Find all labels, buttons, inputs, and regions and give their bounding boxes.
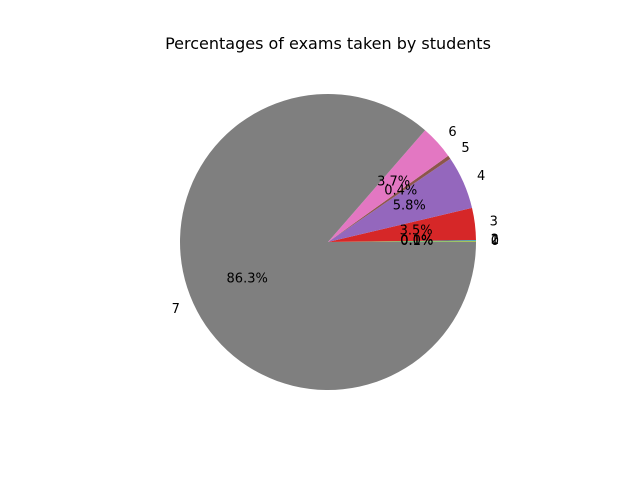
slice-category-label: 4 [477, 169, 485, 184]
chart-title: Percentages of exams taken by students [165, 34, 491, 53]
pie-slice-1 [328, 240, 476, 242]
slice-percent-label: 0.4% [384, 184, 417, 199]
slice-percent-label: 0.0% [400, 233, 433, 248]
slice-percent-label: 5.8% [393, 199, 426, 214]
slice-category-label: 0 [491, 234, 499, 249]
pie-slice-6 [328, 130, 449, 242]
pie-slice-7 [180, 94, 477, 391]
slice-category-label: 6 [448, 125, 456, 140]
slice-category-label: 5 [461, 141, 469, 156]
pie-slice-3 [328, 207, 476, 242]
slice-category-label: 7 [172, 302, 180, 317]
slice-category-label: 2 [491, 232, 499, 247]
pie-labels: 00.1% 10.1% 20.0%33.5%45.8%50.4%63.7%786.3… [172, 125, 500, 317]
slice-percent-label: 0.1% [400, 234, 433, 249]
pie-slices [180, 94, 477, 391]
slice-percent-label: 3.5% [400, 224, 433, 239]
slice-percent-label: 86.3% [227, 271, 268, 286]
pie-slice-5 [328, 155, 451, 242]
slice-percent-label: 0.1% [400, 234, 433, 249]
pie-slice-4 [328, 158, 473, 242]
slice-category-label: 3 [490, 215, 498, 230]
slice-category-label: 1 [491, 233, 499, 248]
slice-percent-label: 3.7% [377, 175, 410, 190]
pie-slice-0 [328, 241, 477, 242]
